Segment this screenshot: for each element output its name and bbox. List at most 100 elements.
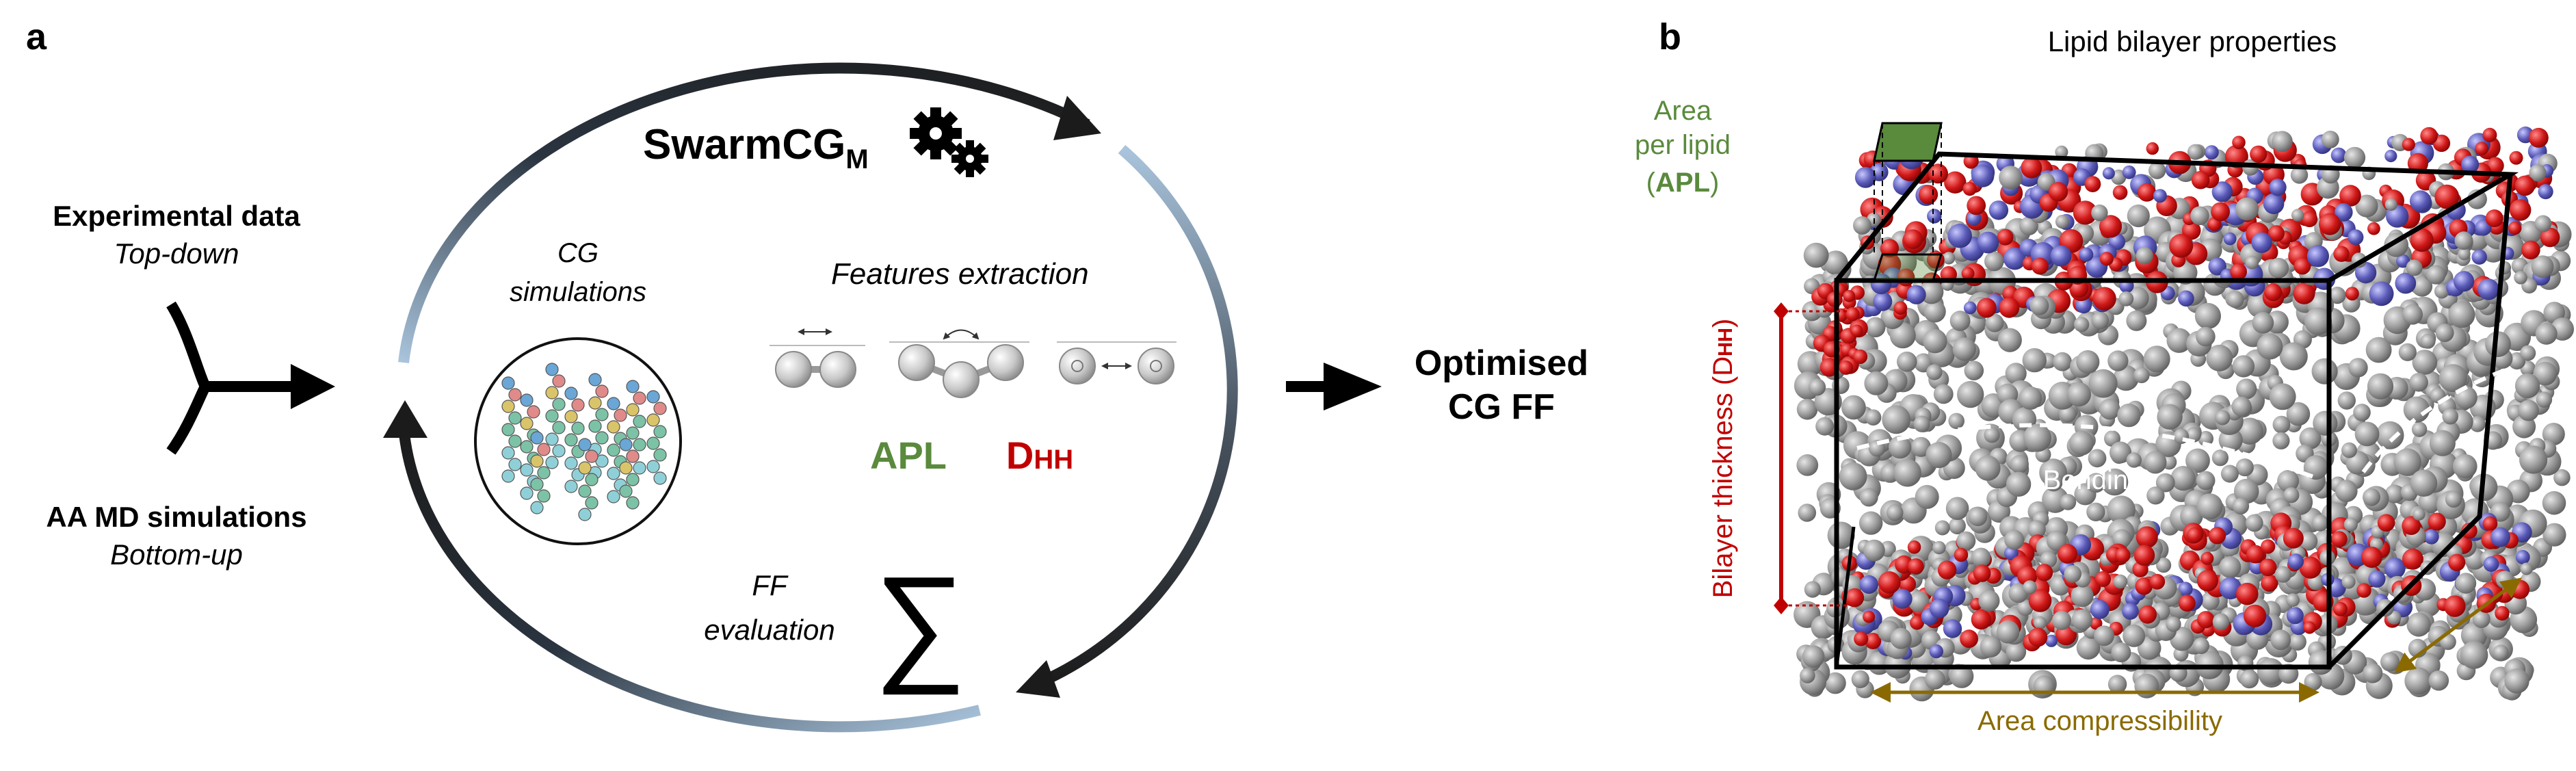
membrane-atom — [2529, 164, 2547, 182]
thickness-indicator — [1774, 302, 1847, 614]
cycle-arc-top — [398, 62, 1090, 363]
cg-bead — [585, 473, 599, 486]
membrane-atom — [2471, 249, 2487, 265]
membrane-atom — [2469, 416, 2486, 432]
apl-note-line2: per lipid — [1635, 130, 1731, 160]
membrane-atom — [1913, 415, 1930, 432]
membrane-atom — [2086, 473, 2106, 493]
membrane-atom — [2058, 544, 2078, 564]
cg-bead — [588, 419, 602, 433]
membrane-atom — [1878, 571, 1901, 594]
cg-bead — [520, 417, 534, 430]
cg-bead — [646, 460, 660, 473]
membrane-atom — [2291, 209, 2304, 222]
cg-bead — [552, 374, 566, 388]
membrane-atom — [2444, 595, 2466, 617]
membrane-atom — [2060, 494, 2077, 510]
cg-bead — [578, 461, 592, 475]
cg-bead — [520, 393, 534, 407]
membrane-atom — [1851, 670, 1869, 689]
membrane-atom — [1943, 619, 1962, 638]
membrane-atom — [2343, 146, 2366, 168]
bending-curve-right — [2361, 367, 2508, 473]
membrane-atom — [2321, 131, 2339, 148]
cg-bead — [633, 415, 646, 428]
membrane-atom — [2073, 317, 2090, 332]
cg-bead — [607, 490, 620, 504]
membrane-atom — [2435, 324, 2454, 342]
membrane-atom — [2448, 553, 2466, 571]
cg-simulation-illustration — [474, 337, 682, 545]
membrane-atom — [2099, 398, 2120, 420]
membrane-atom — [1839, 360, 1854, 375]
cg-bead — [508, 458, 522, 471]
cg-bead — [578, 484, 592, 498]
membrane-atom — [2021, 157, 2042, 179]
cg-bead — [646, 413, 660, 427]
cg-bead — [530, 478, 544, 491]
membrane-atom — [2333, 246, 2350, 262]
compressibility-label: Area compressibility — [1977, 706, 2222, 736]
membrane-atom — [2553, 469, 2571, 486]
membrane-atom — [2482, 127, 2497, 142]
membrane-atom — [2319, 213, 2341, 235]
membrane-atom — [2301, 211, 2318, 228]
membrane-atom — [2482, 516, 2498, 532]
membrane-atom — [2368, 570, 2386, 588]
membrane-atom — [2495, 605, 2510, 621]
membrane-atom — [2413, 508, 2426, 521]
aamd-subtitle: Bottom-up — [110, 538, 243, 571]
membrane-atom — [2270, 629, 2291, 651]
membrane-atom — [2335, 203, 2353, 222]
membrane-atom — [2384, 484, 2404, 504]
membrane-atom — [1819, 358, 1839, 377]
membrane-atom — [2045, 634, 2058, 647]
membrane-atom — [2384, 198, 2397, 211]
membrane-atom — [2396, 254, 2410, 268]
membrane-atom — [1796, 399, 1818, 420]
membrane-atom — [2023, 580, 2037, 594]
membrane-atom — [2402, 548, 2423, 570]
membrane-atom — [2110, 441, 2131, 464]
membrane-atom — [1988, 200, 2009, 220]
membrane-atom — [2166, 328, 2192, 353]
membrane-atom — [2166, 616, 2181, 632]
membrane-atom — [2196, 570, 2218, 592]
membrane-atom — [2313, 410, 2338, 436]
membrane-atom — [2187, 527, 2203, 543]
membrane-atom — [2398, 343, 2417, 361]
membrane-atom — [2138, 183, 2157, 202]
membrane-atom — [1863, 539, 1885, 562]
cg-bead — [578, 438, 592, 452]
membrane-atom — [2361, 547, 2382, 569]
membrane-atom — [2509, 151, 2523, 165]
membrane-atom — [2393, 448, 2421, 476]
membrane-atom — [2250, 145, 2268, 163]
membrane-atom — [2076, 636, 2101, 660]
membrane-atom — [2088, 449, 2107, 468]
membrane-atom — [2064, 565, 2081, 583]
membrane-atom — [2420, 333, 2436, 349]
simulation-box — [1834, 151, 2519, 670]
cg-bead — [633, 438, 646, 452]
membrane-atom — [1850, 324, 1863, 337]
merge-arrow — [166, 301, 294, 455]
membrane-atom — [2355, 194, 2378, 218]
membrane-atom — [2034, 616, 2047, 629]
membrane-atom — [2426, 265, 2446, 285]
membrane-atom — [2230, 263, 2247, 280]
membrane-atom — [2146, 486, 2165, 505]
membrane-atom — [2533, 361, 2558, 386]
membrane-atom — [2084, 176, 2101, 192]
cg-bead — [508, 411, 522, 425]
membrane-atom — [1978, 590, 2000, 612]
membrane-atom — [2486, 157, 2504, 174]
membrane-atom — [2036, 564, 2053, 581]
membrane-atom — [2454, 231, 2473, 250]
membrane-atom — [2411, 421, 2428, 437]
membrane-atom — [2363, 663, 2383, 683]
membrane-atom — [2428, 670, 2449, 691]
cg-bead — [501, 446, 515, 460]
apl-note-line1: Area — [1654, 96, 1712, 126]
cg-bead — [545, 456, 559, 469]
